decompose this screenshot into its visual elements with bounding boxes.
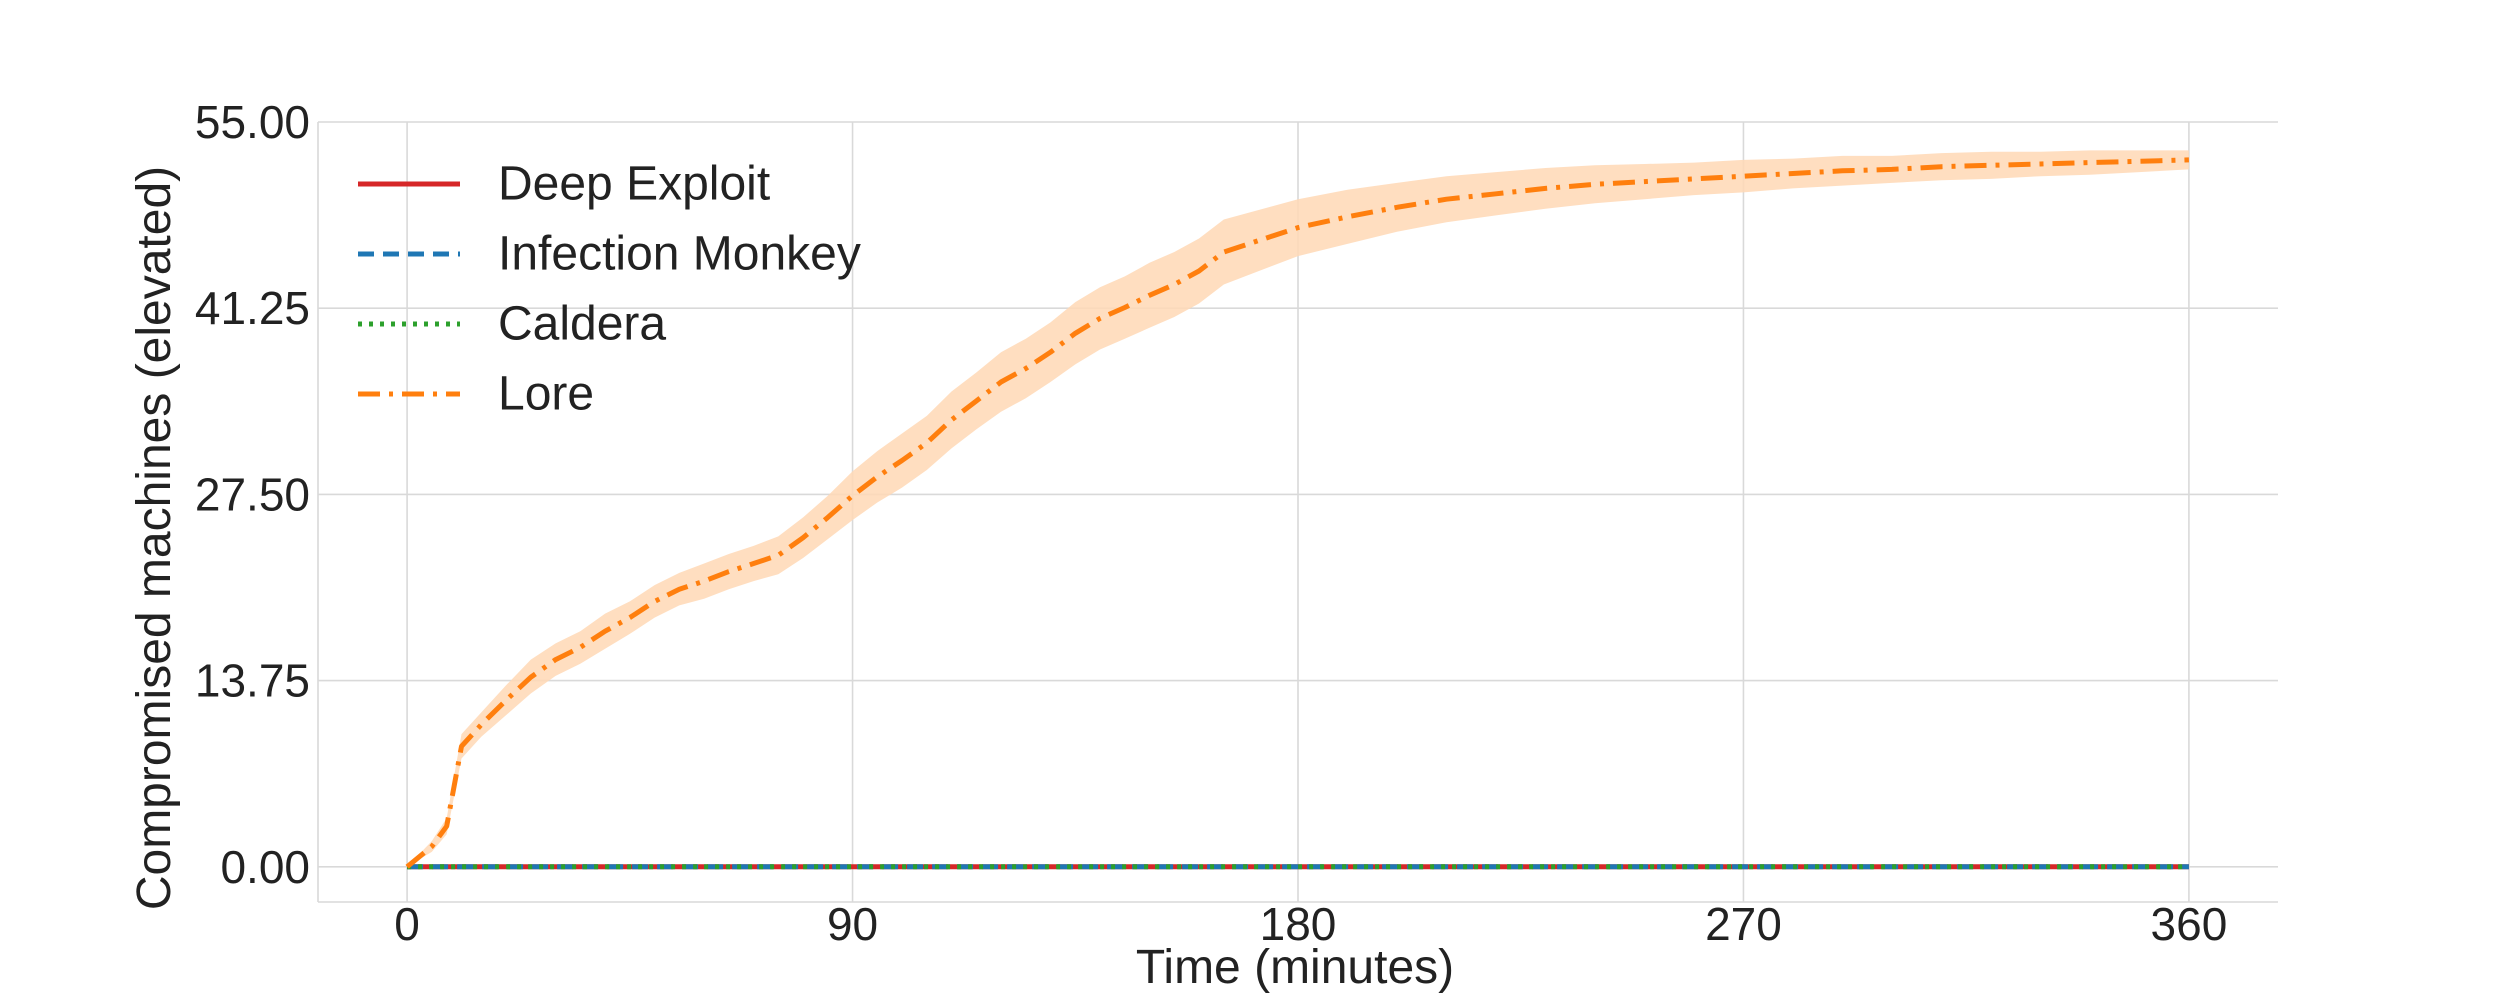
legend-item-lore: Lore bbox=[358, 368, 594, 421]
y-tick-label-13.75: 13.75 bbox=[195, 655, 310, 707]
series-lines bbox=[405, 157, 2189, 870]
y-tick-label-27.50: 27.50 bbox=[195, 468, 310, 520]
legend-item-caldera: Caldera bbox=[358, 298, 666, 351]
plot-frame bbox=[317, 122, 2278, 903]
x-axis-title: Time (minutes) bbox=[1136, 941, 1454, 994]
x-tick-label-90: 90 bbox=[827, 898, 878, 950]
x-tick-label-0: 0 bbox=[394, 898, 420, 950]
legend-label-caldera: Caldera bbox=[498, 298, 666, 351]
y-tick-label-41.25: 41.25 bbox=[195, 282, 310, 334]
y-tick-label-55.00: 55.00 bbox=[195, 96, 310, 148]
y-tick-labels: 0.00 13.75 27.50 41.25 55.00 bbox=[195, 96, 310, 893]
legend-label-deep-exploit: Deep Exploit bbox=[498, 158, 770, 211]
x-tick-label-360: 360 bbox=[2151, 898, 2228, 950]
series-line-lore bbox=[405, 157, 2189, 869]
x-tick-label-270: 270 bbox=[1705, 898, 1782, 950]
y-axis-title: Compromised machines (elevated) bbox=[128, 166, 181, 910]
legend-label-infection-monkey: Infection Monkey bbox=[498, 228, 861, 281]
x-tick-label-180: 180 bbox=[1260, 898, 1337, 950]
legend: Deep Exploit Infection Monkey Caldera Lore bbox=[358, 158, 861, 421]
legend-item-deep-exploit: Deep Exploit bbox=[358, 158, 770, 211]
x-tick-labels: 0 90 180 270 360 bbox=[394, 898, 2227, 950]
legend-item-infection-monkey: Infection Monkey bbox=[358, 228, 861, 281]
y-tick-label-0.00: 0.00 bbox=[220, 841, 310, 893]
legend-label-lore: Lore bbox=[498, 368, 594, 421]
